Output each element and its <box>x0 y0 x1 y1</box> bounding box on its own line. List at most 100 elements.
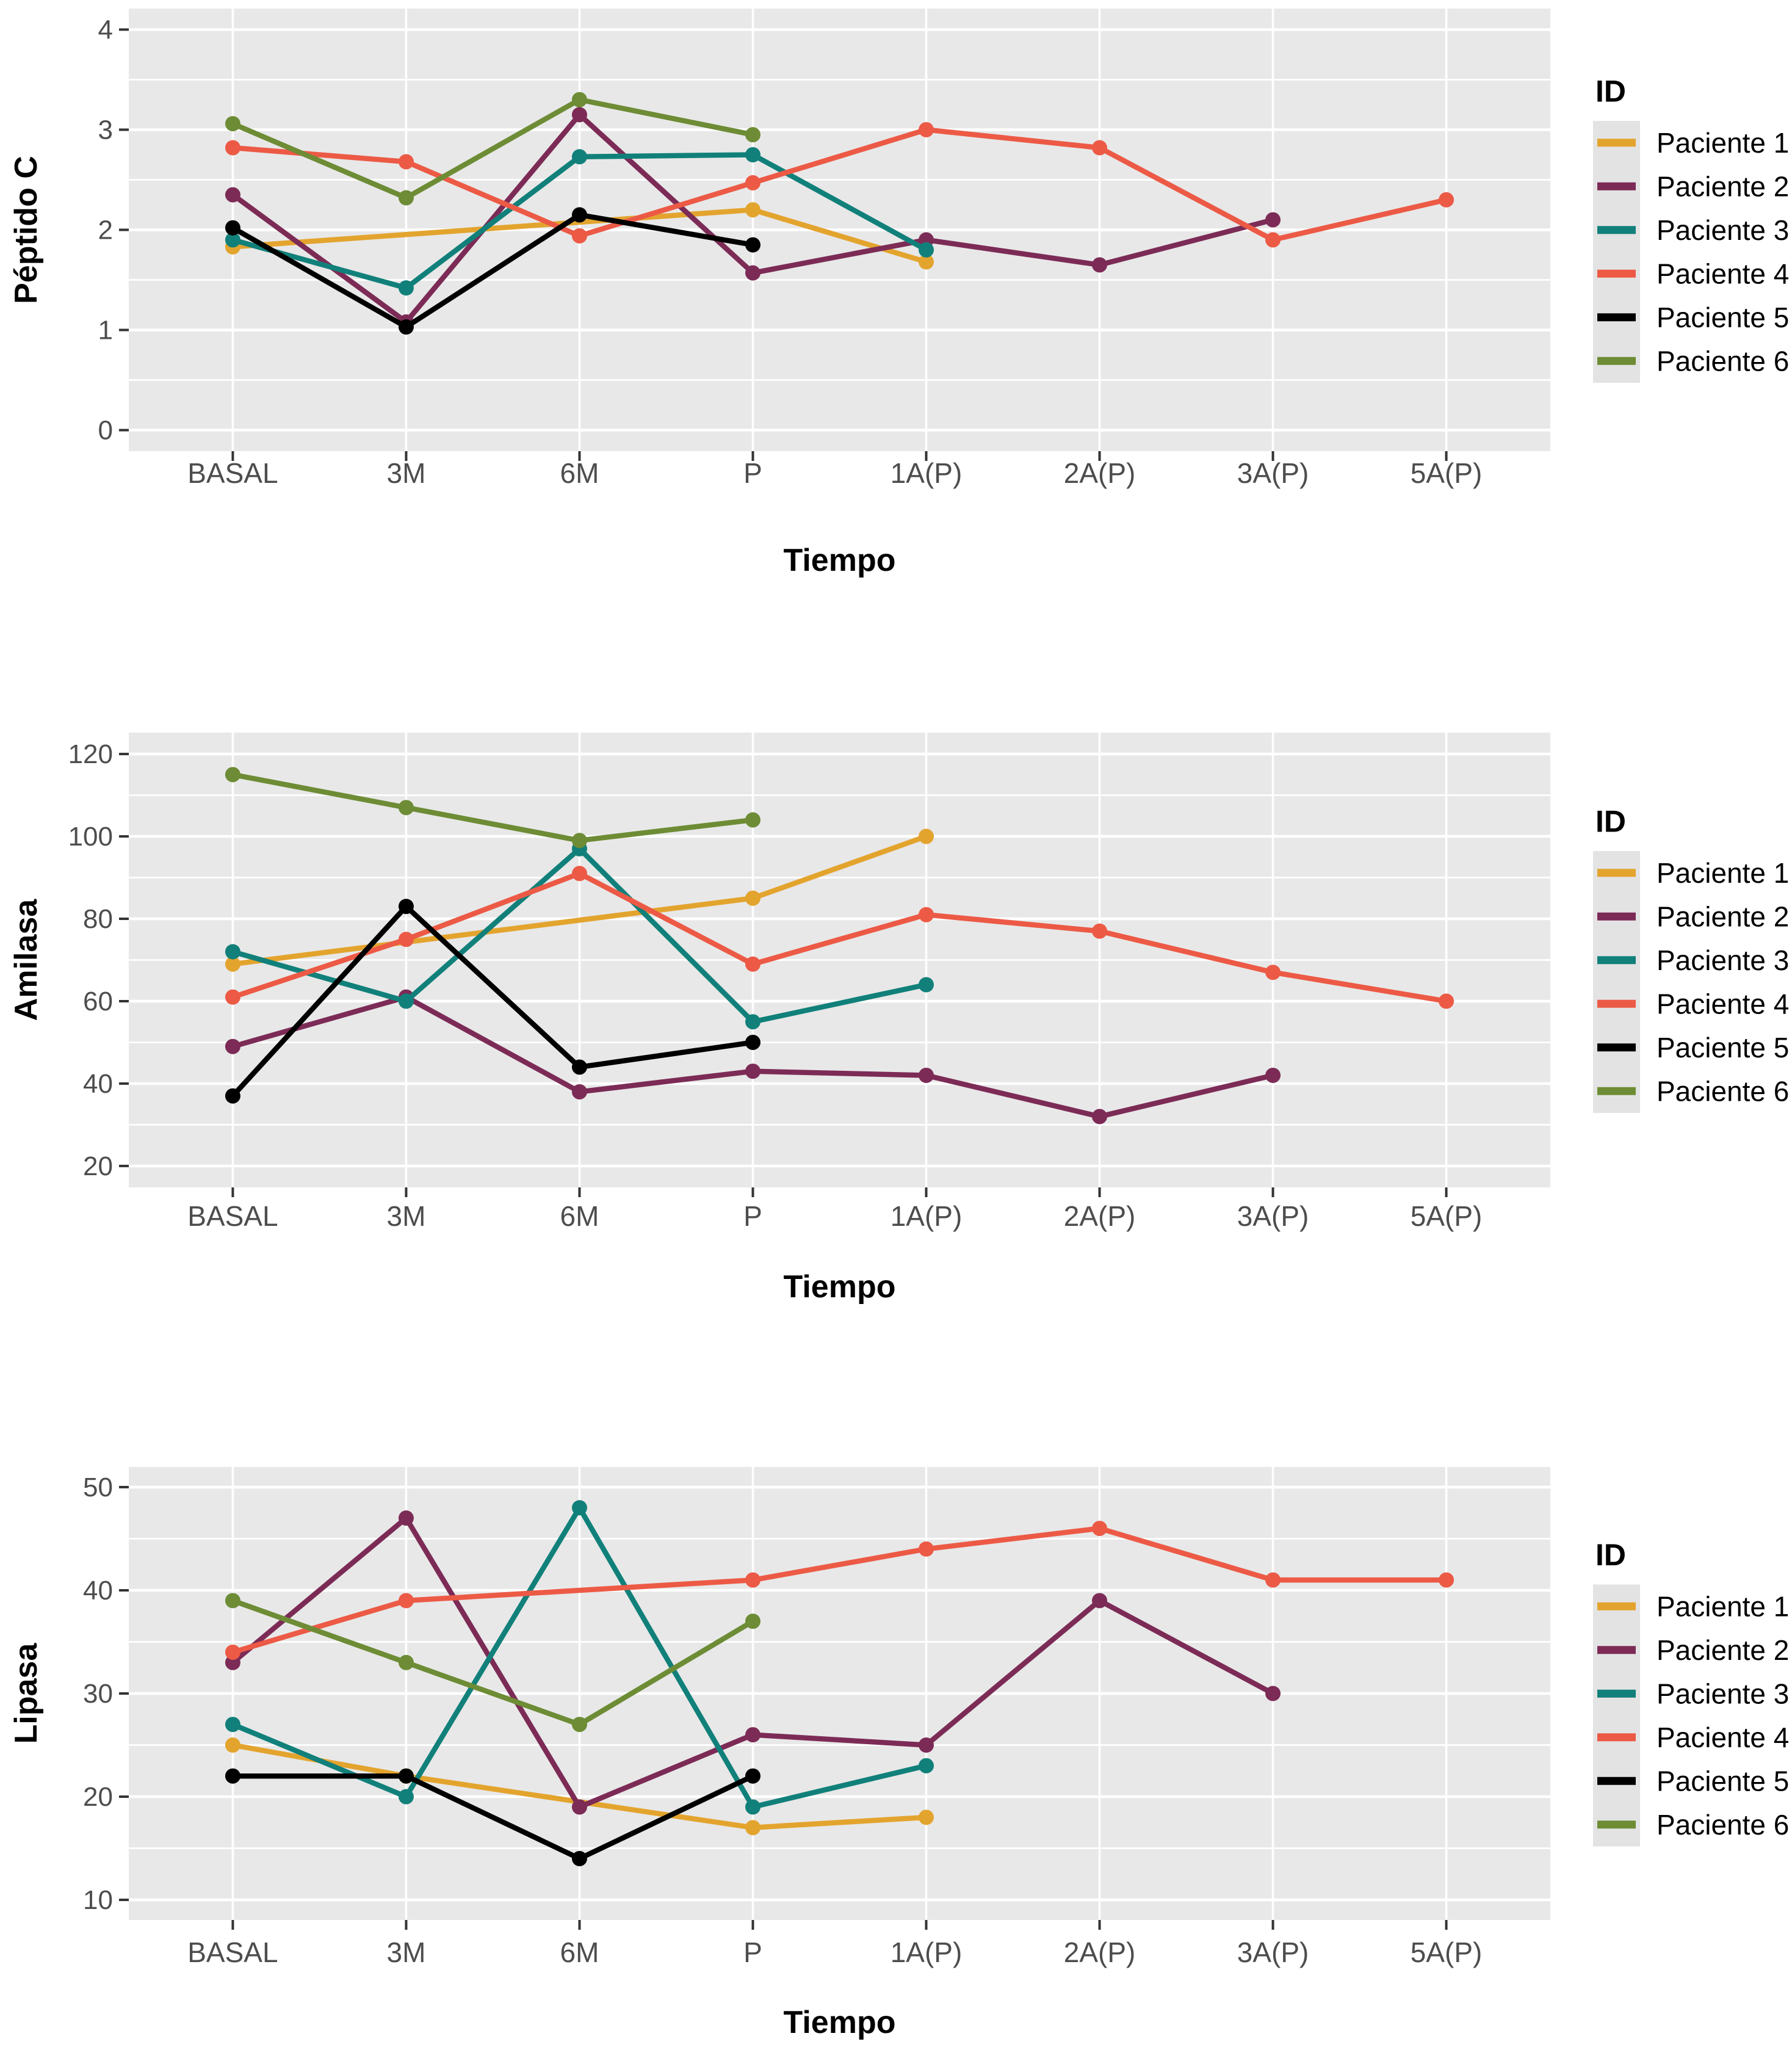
series-point <box>1092 1593 1108 1609</box>
series-point <box>225 1717 240 1733</box>
series-point <box>1092 1521 1108 1537</box>
series-point <box>571 1084 587 1099</box>
series-point <box>398 190 414 206</box>
y-tick-label: 10 <box>83 1885 113 1915</box>
x-tick-label: 1A(P) <box>891 1936 963 1968</box>
series-point <box>571 107 587 123</box>
series-point <box>571 1500 587 1516</box>
legend-label: Paciente 3 <box>1657 944 1789 976</box>
legend-label: Paciente 6 <box>1657 1075 1789 1107</box>
series-point <box>1265 232 1281 248</box>
series-point <box>571 1059 587 1075</box>
legend-label: Paciente 6 <box>1657 1809 1789 1841</box>
series-point <box>745 265 761 281</box>
series-point <box>398 800 414 816</box>
x-axis-title: Tiempo <box>784 1269 896 1305</box>
series-point <box>1092 923 1108 939</box>
series-point <box>398 319 414 335</box>
y-axis-title: Péptido C <box>9 156 44 304</box>
legend-key-swatch <box>1597 1087 1636 1095</box>
series-point <box>225 944 240 960</box>
x-tick-label: P <box>743 457 762 489</box>
series-point <box>571 1717 587 1733</box>
legend-key-swatch <box>1597 1043 1636 1052</box>
legend-label: Paciente 4 <box>1657 988 1789 1020</box>
series-point <box>398 154 414 170</box>
legend-key-swatch <box>1597 139 1636 147</box>
y-tick-label: 0 <box>98 416 113 446</box>
legend-label: Paciente 5 <box>1657 1765 1789 1797</box>
series-point <box>919 1809 934 1825</box>
y-tick-label: 30 <box>83 1679 113 1709</box>
series-point <box>1265 1067 1281 1083</box>
series-point <box>919 121 934 137</box>
series-point <box>398 1510 414 1526</box>
legend-key-swatch <box>1597 313 1636 322</box>
x-tick-label: 6M <box>560 457 599 489</box>
x-tick-label: P <box>743 1200 762 1232</box>
x-tick-label: 3M <box>386 1936 425 1968</box>
legend-label: Paciente 1 <box>1657 127 1789 159</box>
series-point <box>919 828 934 844</box>
x-tick-label: 3A(P) <box>1237 1936 1309 1968</box>
series-point <box>1265 212 1281 228</box>
series-point <box>225 220 240 236</box>
series-point <box>571 1799 587 1815</box>
series-point <box>745 1614 761 1629</box>
x-tick-label: 5A(P) <box>1411 1936 1483 1968</box>
legend-title: ID <box>1595 74 1626 109</box>
legend-key-swatch <box>1597 1733 1636 1742</box>
series-point <box>398 1654 414 1670</box>
x-tick-label: 3A(P) <box>1237 457 1309 489</box>
series-point <box>919 1067 934 1083</box>
legend-key-swatch <box>1597 1820 1636 1829</box>
legend-key-swatch <box>1597 956 1636 965</box>
legend-key-swatch <box>1597 226 1636 234</box>
series-point <box>919 242 934 258</box>
y-tick-label: 40 <box>83 1576 113 1606</box>
series-point <box>398 993 414 1009</box>
x-tick-label: BASAL <box>187 457 278 489</box>
x-tick-label: BASAL <box>187 1936 278 1968</box>
legend-label: Paciente 3 <box>1657 1678 1789 1709</box>
legend-label: Paciente 3 <box>1657 214 1789 246</box>
legend-label: Paciente 2 <box>1657 170 1789 202</box>
series-line <box>230 97 756 201</box>
series-point <box>225 232 240 248</box>
legend-key-swatch <box>1597 357 1636 365</box>
legend-key-swatch <box>1597 1777 1636 1785</box>
series-point <box>225 1088 240 1104</box>
y-tick-label: 1 <box>98 316 113 346</box>
series-point <box>745 1063 761 1079</box>
series-point <box>225 989 240 1005</box>
series-point <box>1265 1572 1281 1588</box>
y-tick-label: 50 <box>83 1472 113 1502</box>
legend-key-background <box>1593 121 1640 383</box>
y-tick-label: 2 <box>98 216 113 245</box>
legend-key-swatch <box>1597 182 1636 190</box>
x-tick-label: 1A(P) <box>891 457 963 489</box>
legend-title: ID <box>1595 1538 1626 1572</box>
y-axis-title: Lipasa <box>9 1643 44 1744</box>
legend-key-background <box>1593 851 1640 1113</box>
series-point <box>745 1768 761 1784</box>
x-axis-title: Tiempo <box>784 2005 896 2040</box>
y-tick-label: 20 <box>83 1782 113 1812</box>
series-point <box>1265 1686 1281 1701</box>
y-tick-label: 120 <box>68 739 113 769</box>
series-point <box>745 237 761 253</box>
x-tick-label: 3M <box>386 457 425 489</box>
series-point <box>1092 257 1108 273</box>
series-point <box>745 175 761 190</box>
series-point <box>398 1789 414 1805</box>
series-point <box>1265 965 1281 980</box>
series-point <box>571 866 587 882</box>
series-point <box>571 833 587 849</box>
series-point <box>745 147 761 162</box>
series-point <box>1439 1572 1454 1588</box>
y-tick-label: 100 <box>68 822 113 852</box>
x-tick-label: 2A(P) <box>1064 1200 1136 1232</box>
series-point <box>398 1768 414 1784</box>
series-point <box>919 977 934 993</box>
